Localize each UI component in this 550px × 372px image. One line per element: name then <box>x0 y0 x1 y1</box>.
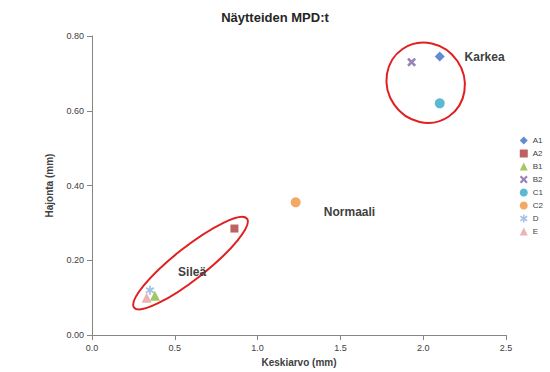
svg-text:0.0: 0.0 <box>86 343 99 353</box>
svg-text:0.60: 0.60 <box>66 106 84 116</box>
svg-text:Hajonta (mm): Hajonta (mm) <box>44 154 55 218</box>
svg-text:2.0: 2.0 <box>417 343 430 353</box>
svg-text:Keskiarvo (mm): Keskiarvo (mm) <box>261 357 336 368</box>
svg-text:C1: C1 <box>533 188 544 197</box>
svg-text:0.40: 0.40 <box>66 181 84 191</box>
svg-text:Sileä: Sileä <box>178 265 206 279</box>
svg-text:B2: B2 <box>533 175 543 184</box>
svg-text:C2: C2 <box>533 201 544 210</box>
svg-text:Näytteiden MPD:t: Näytteiden MPD:t <box>221 10 329 25</box>
svg-text:0.5: 0.5 <box>169 343 182 353</box>
svg-text:1.0: 1.0 <box>251 343 264 353</box>
svg-text:E: E <box>533 227 538 236</box>
svg-text:1.5: 1.5 <box>334 343 347 353</box>
svg-text:B1: B1 <box>533 162 543 171</box>
svg-text:D: D <box>533 214 539 223</box>
svg-text:Normaali: Normaali <box>324 205 375 219</box>
svg-text:0.80: 0.80 <box>66 31 84 41</box>
svg-text:0.20: 0.20 <box>66 255 84 265</box>
svg-text:0.00: 0.00 <box>66 330 84 340</box>
svg-text:A1: A1 <box>533 136 543 145</box>
svg-text:2.5: 2.5 <box>500 343 513 353</box>
svg-text:A2: A2 <box>533 149 543 158</box>
svg-text:Karkea: Karkea <box>465 50 505 64</box>
